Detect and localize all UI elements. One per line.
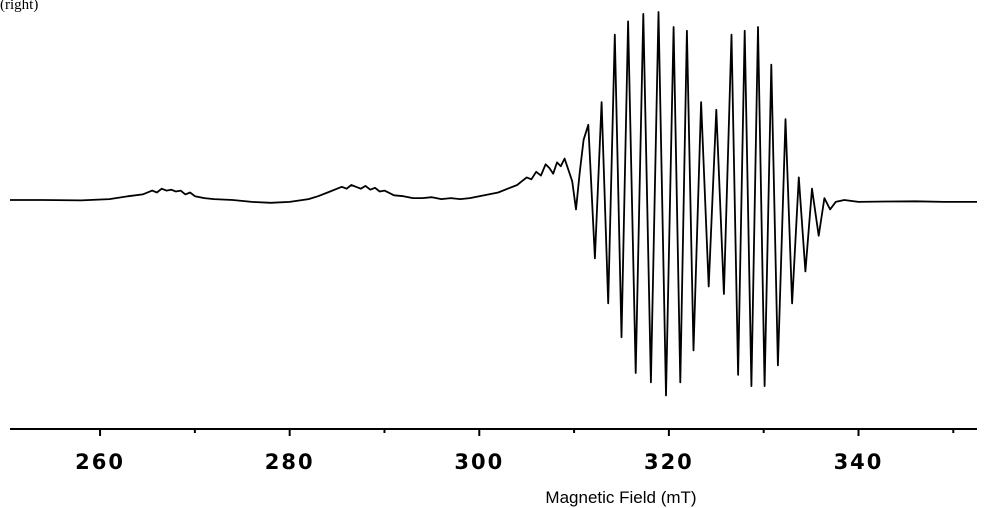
x-tick-label: 300 [454, 450, 504, 474]
x-tick-label: 320 [644, 450, 694, 474]
x-tick-label: 260 [75, 450, 125, 474]
x-axis-title: Magnetic Field (mT) [545, 488, 696, 507]
plot-area [10, 11, 977, 397]
corner-label: (right) [0, 0, 39, 13]
x-tick-label: 340 [834, 450, 884, 474]
x-axis: 260 280 300 320 340 [10, 428, 977, 474]
spectrum-line [10, 11, 977, 397]
x-tick-label: 280 [265, 450, 315, 474]
